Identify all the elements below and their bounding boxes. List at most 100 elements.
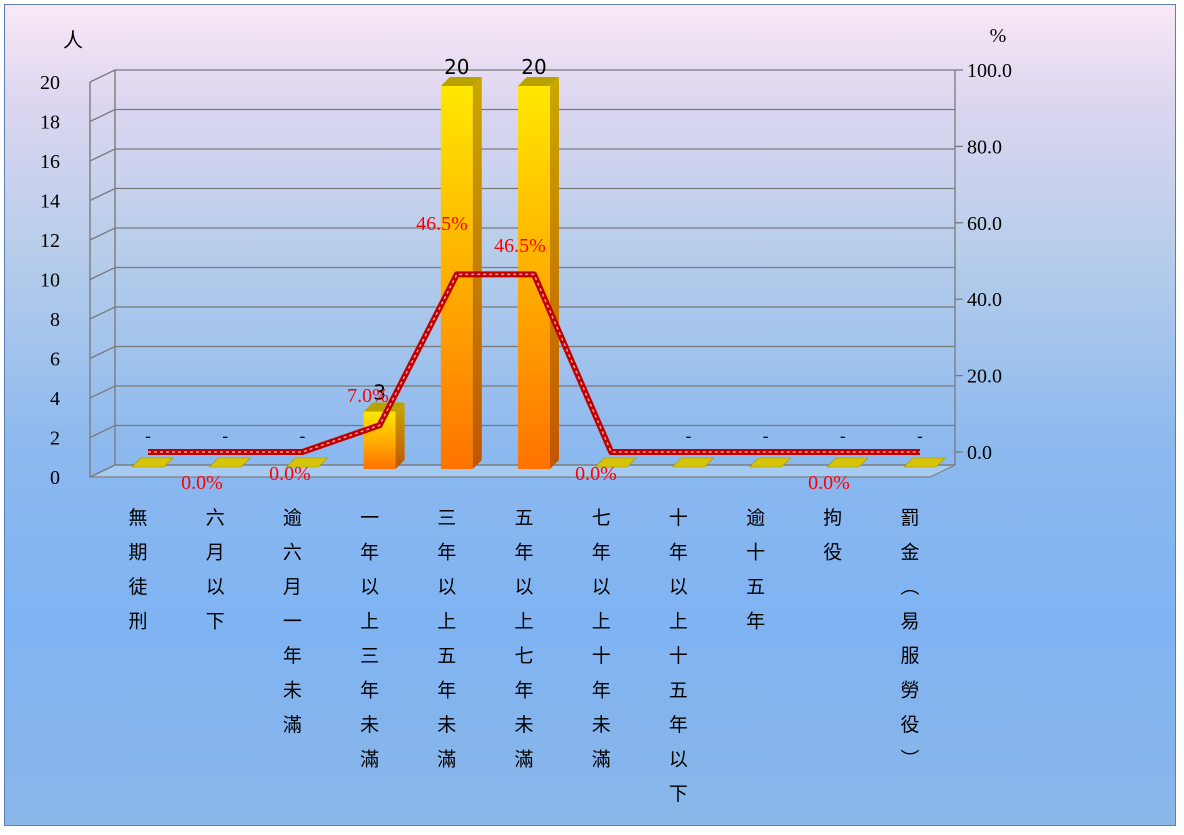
bar-data-label: -: [299, 427, 305, 447]
x-tick-char: 年: [592, 542, 611, 564]
chart-frame: 0 2 4 6 8 10 12 14 16 18 20 0.0 20.0 40.0 60.0 80.0 100.…: [4, 4, 1176, 826]
y-right-tick-label: 20.0: [967, 366, 1002, 388]
x-tick-char: 年: [360, 542, 379, 564]
x-tick-char: 七: [514, 645, 533, 667]
x-tick-char: 金: [900, 542, 919, 564]
x-tick-char: 上: [514, 611, 533, 633]
x-tick-char: 無: [128, 507, 147, 529]
x-tick-char: 刑: [128, 611, 147, 633]
x-tick-char: 以: [360, 577, 379, 598]
y-left-unit: 人: [63, 29, 83, 52]
x-tick-char: 未: [592, 714, 611, 736]
x-tick-char: 未: [437, 714, 456, 736]
gridline: [89, 424, 955, 439]
y-right-unit: %: [990, 25, 1007, 47]
x-tick-char: 上: [592, 611, 611, 633]
percent-data-label: 46.5%: [416, 213, 468, 235]
y-right-tick-label: 80.0: [967, 136, 1002, 158]
bar-data-label: -: [145, 427, 151, 447]
x-tick-char: 年: [669, 542, 688, 564]
y-left-tick-label: 0: [50, 467, 60, 489]
x-tick-char: 五: [669, 681, 688, 702]
x-tick-char: 十: [669, 507, 688, 529]
x-tick-char: 五: [514, 508, 533, 529]
x-tick-char: 以: [592, 577, 611, 598]
chart-canvas: 0 2 4 6 8 10 12 14 16 18 20 0.0 20.0 40.0 60.0 80.0 100.…: [40, 25, 1012, 805]
x-tick-char: 十: [746, 542, 765, 564]
y-right-tick-label: 40.0: [967, 289, 1002, 311]
x-tick-char: 三: [360, 646, 379, 667]
x-tick-char: 服: [900, 646, 919, 667]
x-tick-char: 以: [669, 750, 688, 771]
x-tick-char: 十: [669, 645, 688, 667]
y-left-tick-label: 10: [40, 270, 60, 292]
gridline: [89, 69, 955, 83]
bar-zero: [131, 457, 174, 468]
percent-line-highlight: [148, 273, 920, 453]
bar-data-label: -: [840, 427, 846, 447]
bar-side: [550, 77, 559, 469]
y-left-tick-label: 8: [50, 309, 60, 331]
x-tick-char: 年: [360, 680, 379, 702]
bar-data-label: -: [685, 427, 691, 447]
bar-top: [518, 77, 559, 86]
bar-zero: [285, 457, 329, 468]
bar-data-label: 20: [521, 55, 546, 79]
x-tick-char: 上: [669, 611, 688, 633]
gridline: [89, 266, 955, 281]
y-right-tick-label: 100.0: [967, 60, 1012, 82]
x-tick-char: 未: [514, 714, 533, 736]
x-tick-char: 年: [746, 611, 765, 633]
percent-data-label: 46.5%: [494, 235, 546, 257]
bar-top: [440, 77, 482, 86]
x-tick-char: 六: [283, 542, 302, 564]
x-tick-char: ︵: [900, 577, 919, 598]
bar-data-label: 20: [444, 55, 469, 79]
percent-data-label: 0.0%: [575, 463, 617, 485]
x-tick-char: 役: [823, 542, 842, 564]
bar-zero: [594, 457, 637, 468]
gridline: [89, 385, 955, 399]
bar-zero: [208, 457, 251, 468]
x-tick-char: 以: [669, 577, 688, 598]
x-tick-char: 逾: [746, 507, 765, 529]
bar-zero: [903, 457, 946, 468]
x-tick-char: 未: [360, 714, 379, 736]
x-tick-char: 五: [437, 646, 456, 667]
y-right-tick-label: 60.0: [967, 213, 1002, 235]
x-tick-char: 年: [669, 714, 688, 736]
x-tick-char: 勞: [900, 680, 919, 702]
percent-data-label: 7.0%: [347, 385, 389, 407]
x-tick-char: 罰: [900, 508, 919, 529]
bar-data-label: 3: [373, 381, 386, 405]
x-tick-char: 未: [283, 680, 302, 702]
gridline: [89, 187, 955, 202]
bar-zero: [826, 457, 869, 468]
x-tick-char: 三: [437, 508, 456, 529]
x-tick-char: 上: [360, 611, 379, 633]
x-tick-char: 下: [206, 612, 225, 633]
gridline: [89, 227, 955, 241]
bar-top: [363, 402, 405, 412]
x-tick-char: 年: [283, 645, 302, 667]
y-left-tick-label: 6: [50, 349, 60, 371]
x-tick-char: 役: [900, 714, 919, 736]
x-tick-char: 年: [592, 680, 611, 702]
x-tick-char: 下: [669, 784, 688, 805]
x-tick-char: 年: [437, 680, 456, 702]
bar-data-label: -: [222, 427, 228, 447]
x-tick-label: 拘役: [823, 507, 842, 564]
x-tick-char: 上: [437, 611, 456, 633]
y-left-tick-label: 16: [40, 151, 60, 173]
gridline: [89, 148, 955, 162]
x-tick-char: ︶: [900, 749, 919, 771]
y-left-tick-label: 12: [40, 230, 60, 252]
x-tick-char: 一: [283, 612, 302, 633]
x-tick-char: 滿: [360, 749, 379, 771]
